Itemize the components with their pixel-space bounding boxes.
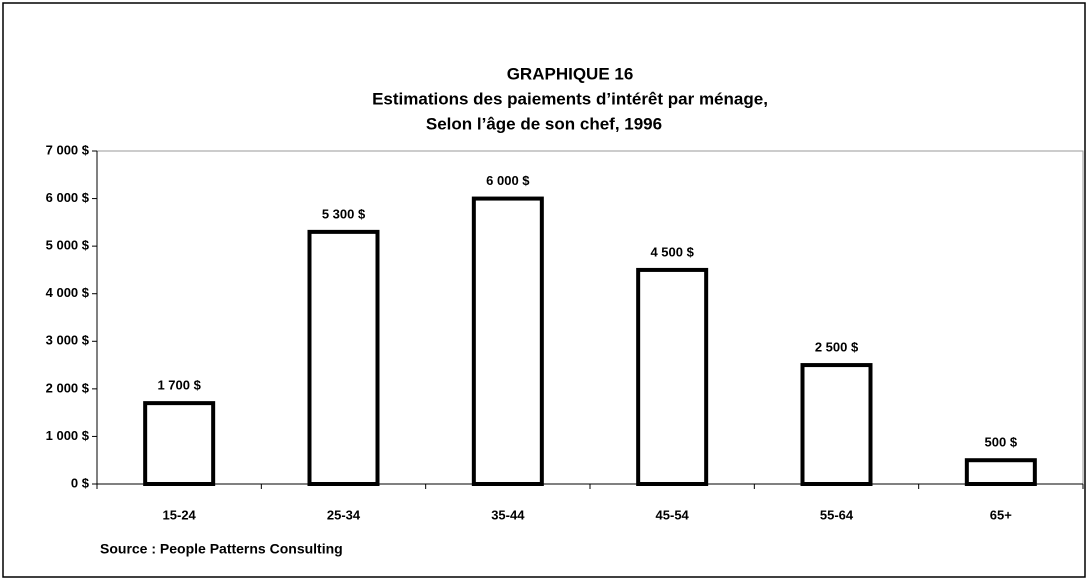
bar [471,196,544,486]
bar [964,458,1037,487]
x-tick-label: 65+ [990,507,1012,522]
data-label: 500 $ [985,435,1018,450]
x-tick-label: 15-24 [163,507,197,522]
x-tick-label: 45-54 [656,507,690,522]
chart-title: Selon l’âge de son chef, 1996 [426,114,662,133]
x-tick-label: 55-64 [820,507,854,522]
data-label: 6 000 $ [486,173,530,188]
data-label: 5 300 $ [322,206,366,221]
bar [143,401,216,486]
y-tick-label: 2 000 $ [46,380,90,395]
y-tick-label: 0 $ [71,475,90,490]
plot-area [96,150,1084,485]
chart-title: Estimations des paiements d’intérêt par … [372,89,768,108]
y-tick-label: 5 000 $ [46,238,90,253]
y-tick-label: 7 000 $ [46,142,90,157]
y-tick-label: 4 000 $ [46,285,90,300]
x-tick-label: 25-34 [327,507,361,522]
bar [307,229,380,486]
y-tick-label: 6 000 $ [46,190,90,205]
chart-title: GRAPHIQUE 16 [507,64,634,83]
bar [800,363,873,487]
y-tick-label: 1 000 $ [46,428,90,443]
source: Source : People Patterns Consulting [100,541,343,557]
x-tick-label: 35-44 [491,507,525,522]
bar [636,267,709,486]
data-label: 2 500 $ [815,340,859,355]
data-label: 1 700 $ [157,378,201,393]
data-label: 4 500 $ [650,244,694,259]
y-tick-label: 3 000 $ [46,333,90,348]
